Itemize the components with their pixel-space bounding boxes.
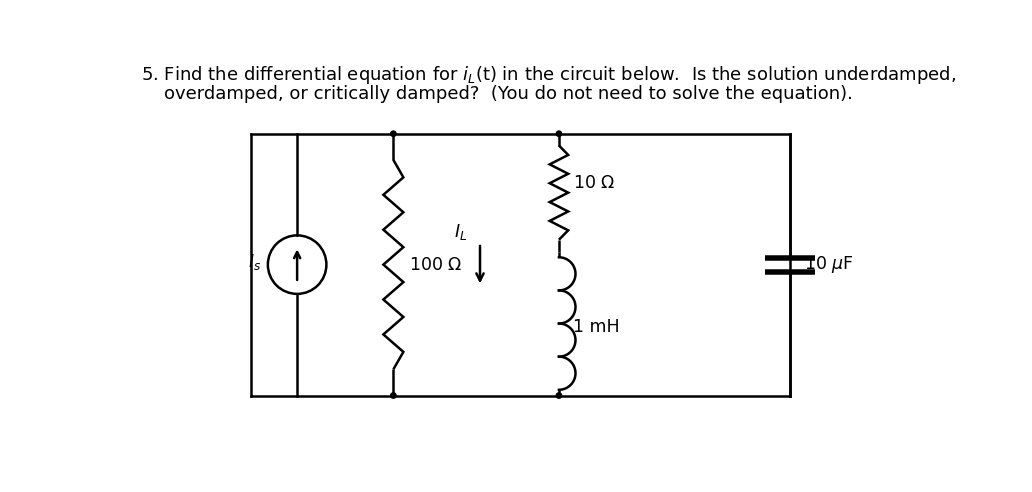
Text: 5. Find the differential equation for $i_L$(t) in the circuit below.  Is the sol: 5. Find the differential equation for $i… — [140, 64, 957, 87]
Text: 1 mH: 1 mH — [573, 318, 619, 337]
Circle shape — [556, 131, 561, 136]
Text: 10 $\mu$F: 10 $\mu$F — [804, 254, 853, 275]
Text: $I_L$: $I_L$ — [454, 221, 467, 242]
Text: 10 $\Omega$: 10 $\Omega$ — [573, 174, 615, 192]
Text: overdamped, or critically damped?  (You do not need to solve the equation).: overdamped, or critically damped? (You d… — [140, 85, 852, 103]
Text: 100 $\Omega$: 100 $\Omega$ — [409, 256, 462, 274]
Text: $I_s$: $I_s$ — [248, 251, 261, 272]
Circle shape — [556, 393, 561, 398]
Circle shape — [391, 131, 396, 136]
Circle shape — [391, 393, 396, 398]
